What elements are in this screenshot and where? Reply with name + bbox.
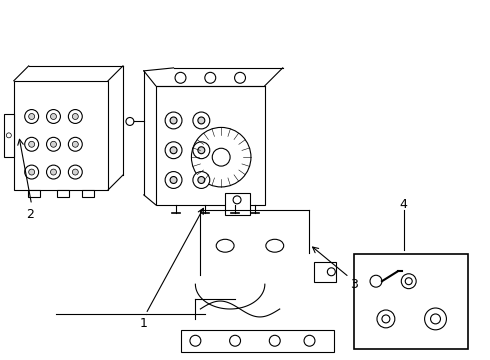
Circle shape (170, 117, 177, 124)
Circle shape (198, 147, 205, 154)
Circle shape (24, 109, 39, 123)
Circle shape (425, 308, 446, 330)
Circle shape (382, 315, 390, 323)
Bar (57, 190, 70, 197)
Circle shape (233, 196, 241, 204)
Circle shape (192, 127, 251, 187)
Circle shape (47, 137, 60, 151)
Circle shape (170, 147, 177, 154)
Bar (82, 190, 94, 197)
Circle shape (175, 72, 186, 83)
Circle shape (6, 133, 11, 138)
Circle shape (193, 112, 210, 129)
Text: 2: 2 (26, 208, 34, 221)
Circle shape (170, 176, 177, 184)
Circle shape (50, 113, 56, 120)
Circle shape (193, 172, 210, 188)
Circle shape (327, 268, 335, 276)
Circle shape (73, 113, 78, 120)
Ellipse shape (216, 239, 234, 252)
Circle shape (69, 165, 82, 179)
Circle shape (29, 169, 35, 175)
Circle shape (165, 142, 182, 159)
Bar (315, 262, 336, 282)
Circle shape (73, 169, 78, 175)
Bar (180, 330, 334, 352)
Circle shape (24, 137, 39, 151)
Bar (225, 193, 250, 215)
Bar (156, 86, 265, 205)
Circle shape (165, 112, 182, 129)
Circle shape (50, 141, 56, 147)
Circle shape (230, 335, 241, 346)
Circle shape (126, 117, 134, 125)
Circle shape (212, 148, 230, 166)
Circle shape (24, 165, 39, 179)
Circle shape (377, 310, 395, 328)
Text: 1: 1 (140, 318, 147, 330)
Circle shape (29, 141, 35, 147)
Ellipse shape (266, 239, 284, 252)
Circle shape (205, 72, 216, 83)
Circle shape (50, 169, 56, 175)
Circle shape (198, 117, 205, 124)
Circle shape (235, 72, 245, 83)
Circle shape (401, 274, 416, 289)
Circle shape (405, 278, 412, 285)
Circle shape (431, 314, 441, 324)
Circle shape (193, 142, 210, 159)
Circle shape (304, 335, 315, 346)
Circle shape (198, 176, 205, 184)
Circle shape (270, 335, 280, 346)
Bar (28, 190, 40, 197)
Circle shape (165, 172, 182, 188)
Circle shape (190, 335, 201, 346)
Circle shape (370, 275, 382, 287)
Circle shape (47, 165, 60, 179)
Circle shape (69, 109, 82, 123)
Bar (4, 113, 14, 157)
Text: 3: 3 (350, 278, 358, 291)
Circle shape (73, 141, 78, 147)
Circle shape (69, 137, 82, 151)
Text: 4: 4 (400, 198, 408, 211)
Circle shape (29, 113, 35, 120)
Bar (354, 255, 468, 349)
Bar (14, 81, 108, 190)
Circle shape (47, 109, 60, 123)
